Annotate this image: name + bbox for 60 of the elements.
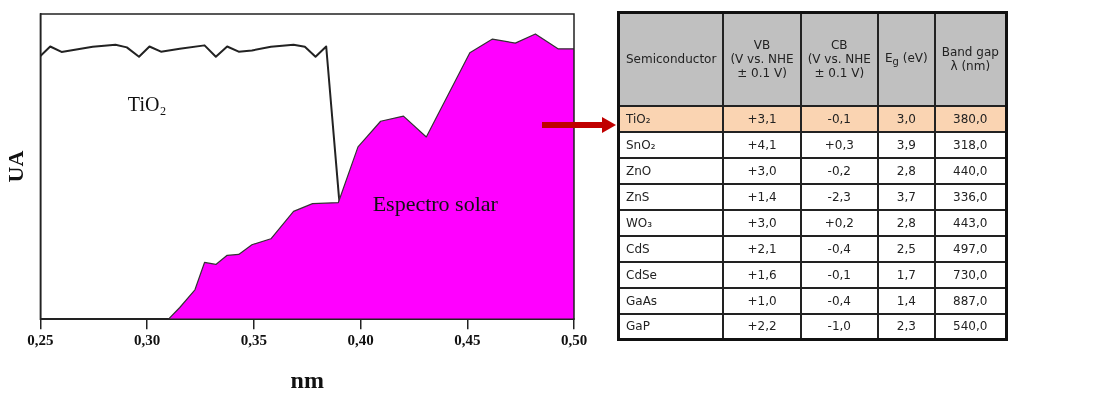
x-tick-label: 0,30 — [133, 332, 161, 349]
text: -2,3 — [827, 189, 851, 204]
series-label: Espectro solar — [372, 190, 499, 216]
category-label: WO₃ — [626, 215, 653, 230]
text: 2,5 — [896, 241, 916, 256]
x-tick-label: 0,50 — [560, 332, 588, 349]
category-label: TiO₂ — [626, 111, 651, 126]
category-label: GaP — [626, 319, 650, 334]
category-label: SnO₂ — [626, 137, 656, 152]
text: 380,0 — [953, 111, 988, 126]
category-label: Band gap λ (nm) — [934, 12, 1007, 106]
text: +3,0 — [747, 163, 777, 178]
text: 540,0 — [953, 319, 988, 334]
text: 3,0 — [896, 111, 916, 126]
text: 2,8 — [896, 163, 916, 178]
text: +0,3 — [824, 137, 854, 152]
text: 2,3 — [896, 319, 916, 334]
text: 440,0 — [953, 163, 988, 178]
text: +1,0 — [747, 293, 777, 308]
text: -0,4 — [827, 293, 851, 308]
text: -0,1 — [827, 267, 851, 282]
text: 1,4 — [896, 293, 916, 308]
text: 3,9 — [896, 137, 916, 152]
text: +4,1 — [747, 137, 777, 152]
x-tick-label: 0,45 — [454, 332, 481, 349]
category-label: CdS — [626, 241, 650, 256]
x-tick-label: 0,25 — [27, 332, 54, 349]
text: +1,6 — [747, 267, 777, 282]
category-label: ZnS — [626, 189, 650, 204]
text: -0,1 — [827, 111, 851, 126]
text: +0,2 — [824, 215, 854, 230]
text: +3,0 — [747, 215, 777, 230]
category-label: ZnO — [626, 163, 652, 178]
series-label: TiO₂ — [127, 92, 167, 115]
x-axis-title: nm — [290, 366, 324, 393]
text: +3,1 — [747, 111, 777, 126]
text: 3,7 — [896, 189, 916, 204]
text: -0,4 — [827, 241, 851, 256]
category-label: E$_{g}$ (eV) — [877, 12, 935, 106]
category-label: CB (V vs. NHE ± 0.1 V) — [800, 12, 878, 106]
category-label: Semiconductor — [618, 12, 724, 106]
text: 443,0 — [953, 215, 988, 230]
category-label: VB (V vs. NHE ± 0.1 V) — [723, 12, 801, 106]
y-axis-title: UA — [2, 150, 28, 183]
text: 497,0 — [953, 241, 988, 256]
text: +1,4 — [747, 189, 777, 204]
text: 730,0 — [953, 267, 988, 282]
text: 887,0 — [953, 293, 988, 308]
x-tick-label: 0,35 — [240, 332, 267, 349]
text: 336,0 — [953, 189, 988, 204]
text: 318,0 — [953, 137, 988, 152]
text: +2,1 — [747, 241, 777, 256]
category-label: GaAs — [626, 293, 658, 308]
text: -0,2 — [827, 163, 851, 178]
text: +2,2 — [747, 319, 777, 334]
text: 1,7 — [896, 267, 916, 282]
text: -1,0 — [827, 319, 851, 334]
x-tick-label: 0,40 — [347, 332, 374, 349]
category-label: CdSe — [626, 267, 657, 282]
text: 2,8 — [896, 215, 916, 230]
